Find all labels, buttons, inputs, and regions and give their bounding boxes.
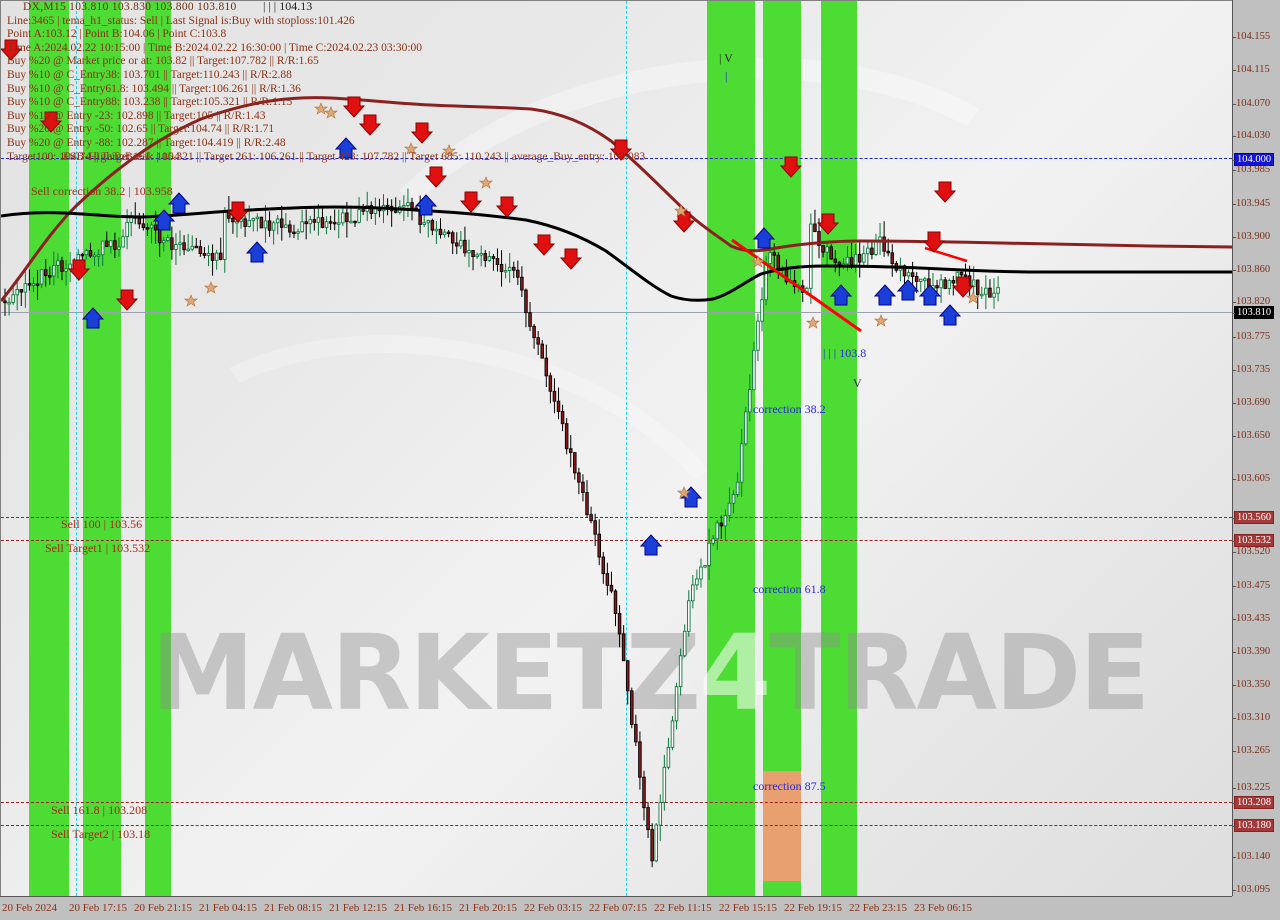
- price-tick-103.775: 103.775: [1232, 331, 1271, 342]
- time-tick-7: 21 Feb 20:15: [459, 902, 518, 914]
- vertical-band-green-5: [821, 1, 857, 896]
- annotation-level-1038-v: V: [853, 376, 862, 390]
- annotation-correction-875: correction 87.5: [753, 779, 826, 793]
- price-level-103.180: [1, 825, 1232, 826]
- time-tick-12: 22 Feb 19:15: [784, 902, 843, 914]
- time-tick-3: 21 Feb 04:15: [199, 902, 258, 914]
- price-tick-103.095: 103.095: [1232, 884, 1271, 895]
- info-line-6: Buy %10 @ C_Entry61.8: 103.494 || Target…: [7, 82, 301, 95]
- price-tick-103.735: 103.735: [1232, 364, 1271, 375]
- time-tick-11: 22 Feb 15:15: [719, 902, 778, 914]
- price-tick-103.475: 103.475: [1232, 580, 1271, 591]
- time-axis[interactable]: 20 Feb 2024 20 Feb 17:15 20 Feb 21:15 21 Fe…: [0, 896, 1232, 920]
- watermark-tail: TRADE: [769, 612, 1150, 734]
- price-tick-104.155: 104.155: [1232, 31, 1271, 42]
- info-line-1: Line:3465 | tema_h1_status: Sell | Last …: [7, 14, 355, 27]
- annotation-correction-382: correction 38.2: [753, 402, 826, 416]
- price-tick-103.605: 103.605: [1232, 473, 1271, 484]
- price-tick-103.390: 103.390: [1232, 646, 1271, 657]
- vertical-band-orange-6: [763, 771, 801, 881]
- annotation-peak-marker-v: | V: [719, 51, 733, 65]
- price-tick-103.180[interactable]: 103.180: [1231, 819, 1275, 832]
- price-tick-103.945: 103.945: [1232, 198, 1271, 209]
- info-line-2: Point A:103.12 | Point B:104.06 | Point …: [7, 28, 227, 41]
- annotation-sell-100: Sell 100 | 103.56: [61, 517, 143, 531]
- ma-slow-line: [1, 96, 1232, 302]
- time-tick-14: 23 Feb 06:15: [914, 902, 973, 914]
- vertical-band-green-2: [145, 1, 171, 896]
- time-tick-0: 20 Feb 2024: [2, 902, 57, 914]
- price-tick-103.310: 103.310: [1232, 712, 1271, 723]
- time-tick-6: 21 Feb 16:15: [394, 902, 453, 914]
- time-tick-2: 20 Feb 21:15: [134, 902, 193, 914]
- time-tick-8: 22 Feb 03:15: [524, 902, 583, 914]
- price-tick-103.435: 103.435: [1232, 613, 1271, 624]
- price-level-103.532: [1, 540, 1232, 541]
- info-line-10: Buy %20 @ Entry -88: 102.287 || Target:1…: [7, 136, 286, 149]
- price-tick-103.520: 103.520: [1232, 546, 1271, 557]
- annotation-correction-618: correction 61.8: [753, 582, 826, 596]
- price-tick-104.115: 104.115: [1233, 64, 1270, 75]
- vertical-band-green-3: [707, 1, 755, 896]
- info-line-3: Time A:2024.02.22 10:15:00 | Time B:2024…: [7, 41, 423, 54]
- price-tick-103.208[interactable]: 103.208: [1231, 796, 1275, 809]
- annotation-top-level-10413: | | | 104.13: [263, 0, 313, 13]
- annotation-sell-target1: Sell Target1 | 103.532: [45, 541, 151, 555]
- annotation-peak-marker-bar: |: [725, 69, 728, 83]
- price-tick-103.900: 103.900: [1232, 231, 1271, 242]
- watermark-main: MARKETZ: [151, 612, 701, 734]
- candlestick-series: [1, 96, 1232, 868]
- price-tick-103.532[interactable]: 103.532: [1231, 534, 1275, 547]
- price-tick-104.000[interactable]: 104.000: [1231, 153, 1275, 166]
- ma-fast-line: [1, 205, 1232, 302]
- price-tick-103.225: 103.225: [1232, 782, 1271, 793]
- chart-info-header: DX,M15 103.810 103.830 103.800 103.810 Li…: [7, 1, 747, 164]
- annotation-sell-1618: Sell 161.8 | 103.208: [51, 803, 148, 817]
- vertical-cursor-1: [626, 1, 627, 896]
- price-tick-103.985: 103.985: [1232, 164, 1271, 175]
- info-line-4: Buy %20 @ Market price or at: 103.82 || …: [7, 55, 319, 68]
- time-tick-10: 22 Feb 11:15: [654, 902, 712, 914]
- annotation-level-1038: | | | 103.8: [823, 346, 867, 360]
- price-tick-103.810[interactable]: 103.810: [1231, 306, 1275, 319]
- time-tick-9: 22 Feb 07:15: [589, 902, 648, 914]
- price-tick-103.690: 103.690: [1232, 397, 1271, 408]
- vertical-cursor-0: [76, 1, 77, 896]
- price-tick-103.860: 103.860: [1232, 264, 1271, 275]
- price-tick-104.070: 104.070: [1232, 98, 1271, 109]
- annotation-sell-correction-382: Sell correction 38.2 | 103.958: [31, 184, 173, 198]
- price-tick-103.820: 103.820: [1232, 296, 1271, 307]
- price-tick-103.265: 103.265: [1232, 745, 1271, 756]
- time-tick-5: 21 Feb 12:15: [329, 902, 388, 914]
- info-line-7: Buy %10 @ C_Entry88: 103.238 || Target:1…: [7, 96, 293, 109]
- trend-line-secondary: [924, 246, 968, 263]
- annotation-sell-target2: Sell Target2 | 103.18: [51, 827, 151, 841]
- time-tick-4: 21 Feb 08:15: [264, 902, 323, 914]
- price-tick-103.650: 103.650: [1232, 430, 1271, 441]
- time-tick-13: 22 Feb 23:15: [849, 902, 908, 914]
- info-line-5: Buy %10 @ C_Entry38: 103.701 || Target:1…: [7, 68, 292, 81]
- info-line-0: DX,M15 103.810 103.830 103.800 103.810: [23, 1, 237, 13]
- chart-plot-area[interactable]: MARKETZ4TRADE: [0, 0, 1232, 896]
- watermark-accent: 4: [699, 612, 771, 734]
- price-axis[interactable]: 104.155 104.115 104.070 104.030 104.000 103.9…: [1231, 0, 1280, 896]
- price-level-103.810: [1, 312, 1232, 313]
- price-tick-103.140: 103.140: [1232, 851, 1271, 862]
- price-level-103.208: [1, 802, 1232, 803]
- time-tick-1: 20 Feb 17:15: [69, 902, 128, 914]
- vertical-band-green-0: [29, 1, 69, 896]
- info-line-9: Buy %20 @ Entry -50: 102.65 || Target:10…: [7, 123, 275, 136]
- watermark: MARKETZ4TRADE: [151, 612, 1150, 734]
- info-line-8: Buy %10 @ Entry -23: 102.898 || Target:1…: [7, 109, 266, 122]
- price-level-103.560: [1, 517, 1232, 518]
- price-tick-103.560[interactable]: 103.560: [1231, 511, 1275, 524]
- price-tick-103.350: 103.350: [1232, 679, 1271, 690]
- price-tick-104.030: 104.030: [1232, 130, 1271, 141]
- vertical-band-green-4: [763, 1, 801, 896]
- annotation-fsb-high-to-break: FSB-HighToBreak | 104: [63, 149, 180, 163]
- vertical-band-green-1: [83, 1, 121, 896]
- info-line-11: Target100: 104.74 || Target 161: 105.321…: [7, 150, 646, 163]
- trend-line: [731, 238, 862, 333]
